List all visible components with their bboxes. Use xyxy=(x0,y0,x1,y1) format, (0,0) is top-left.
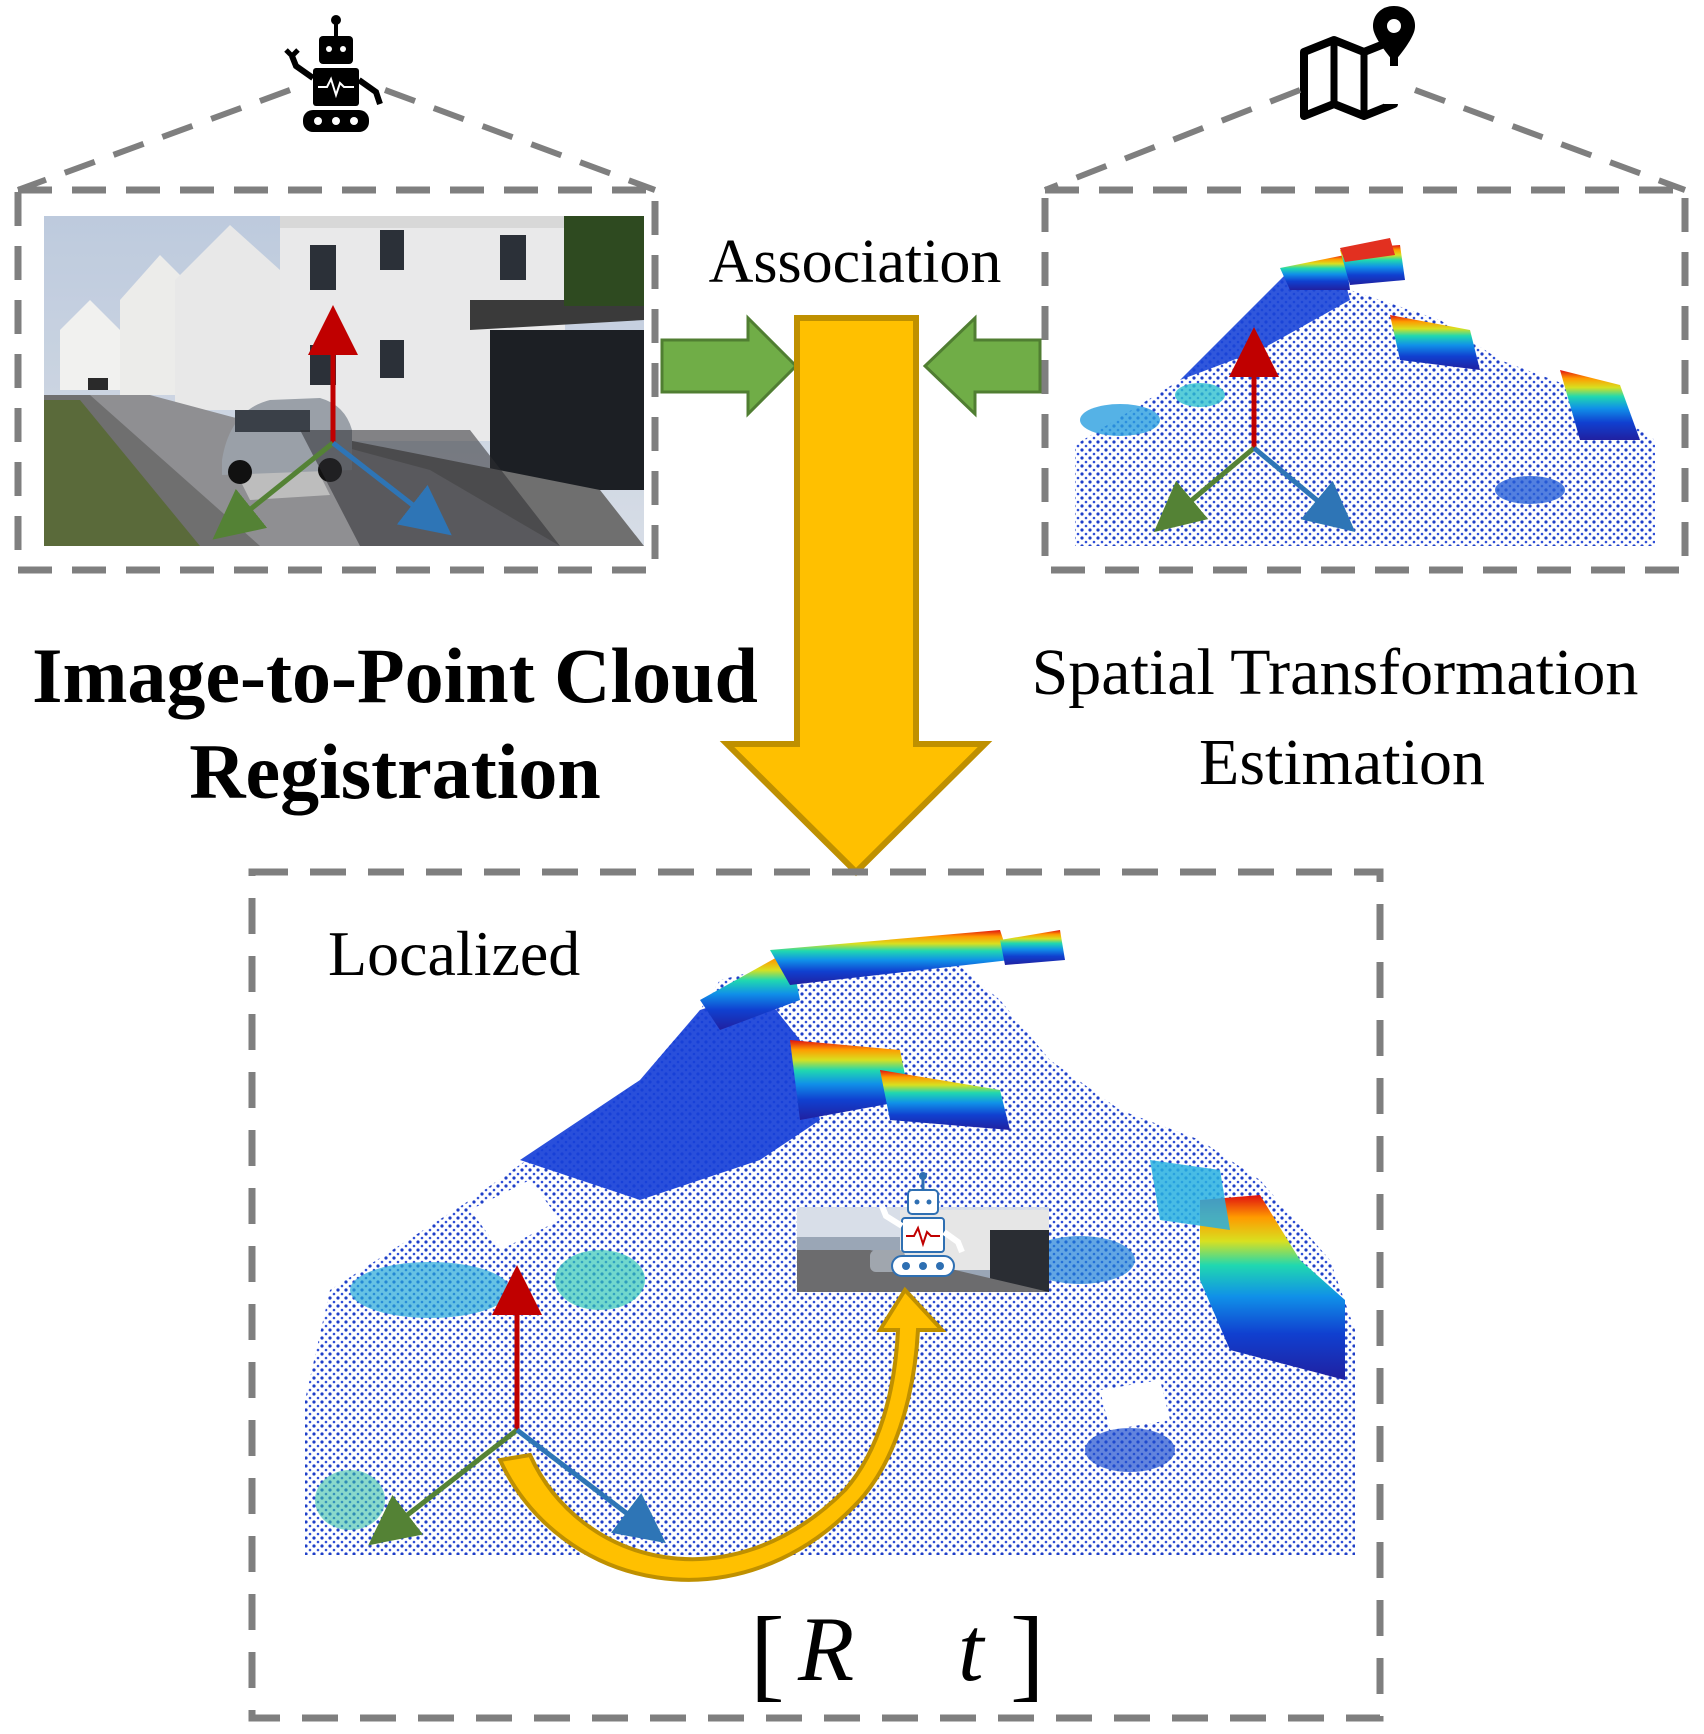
spatial-line-1: Spatial Transformation xyxy=(1032,636,1639,709)
camera-frame xyxy=(14,186,659,574)
transform-notation: [ R t ] xyxy=(750,1596,1045,1711)
localized-robot-icon xyxy=(879,1172,965,1277)
transform-open-bracket: [ xyxy=(750,1596,785,1711)
localized-axes xyxy=(368,1265,666,1546)
transform-translation: t xyxy=(958,1598,986,1700)
map-axes xyxy=(1153,327,1356,533)
transform-rotation: R xyxy=(797,1598,854,1700)
transform-close-bracket: ] xyxy=(1010,1596,1045,1711)
title-line-1: Image-to-Point Cloud xyxy=(32,632,758,719)
transform-curved-arrow xyxy=(497,1286,947,1582)
green-arrow-right xyxy=(922,314,1042,418)
camera-axes xyxy=(212,305,452,540)
title-line-2: Registration xyxy=(189,728,601,815)
gold-down-arrow xyxy=(719,315,993,877)
spatial-line-2: Estimation xyxy=(1199,726,1485,799)
right-pyramid-lines xyxy=(1043,87,1687,193)
pointcloud-map xyxy=(1075,238,1655,546)
left-pyramid-lines xyxy=(16,87,657,193)
camera-image xyxy=(44,216,644,546)
map-pin-icon xyxy=(1300,6,1416,120)
green-arrow-left xyxy=(660,314,799,418)
pointcloud-frame xyxy=(1041,186,1689,574)
localized-label: Localized xyxy=(328,918,580,989)
association-label: Association xyxy=(709,228,1002,296)
robot-icon xyxy=(284,15,383,132)
